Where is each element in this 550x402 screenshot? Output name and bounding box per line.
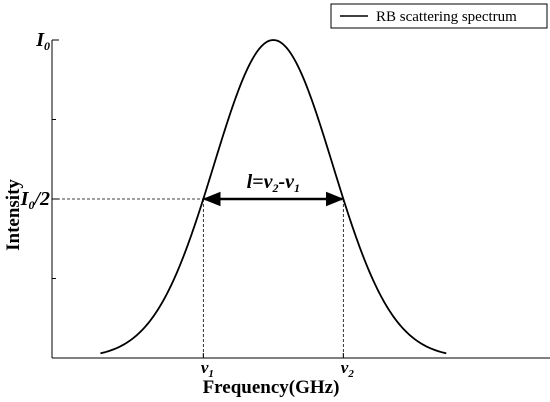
annotation-base: l=v: [247, 171, 274, 193]
annotation-mid: -v: [278, 171, 295, 193]
x-tick-label-v2: v2: [341, 358, 355, 380]
y-tick-label-i0: I0: [35, 29, 50, 53]
y-tick-label-i0-half: I0/2: [20, 188, 50, 212]
annotation-sub-2: 2: [271, 181, 278, 195]
fwhm-annotation: l=v2-v1: [247, 171, 300, 195]
legend: RB scattering spectrum: [330, 3, 548, 29]
y-axis-title: Intensity: [3, 179, 24, 251]
x-axis-title: Frequency(GHz): [203, 377, 340, 398]
annotation-sub-1: 1: [294, 181, 300, 195]
half-max-guides: [52, 198, 344, 358]
x-tick-label-v1: v1: [201, 358, 214, 380]
rb-spectrum-line: [100, 39, 447, 355]
legend-label: RB scattering spectrum: [376, 9, 517, 25]
